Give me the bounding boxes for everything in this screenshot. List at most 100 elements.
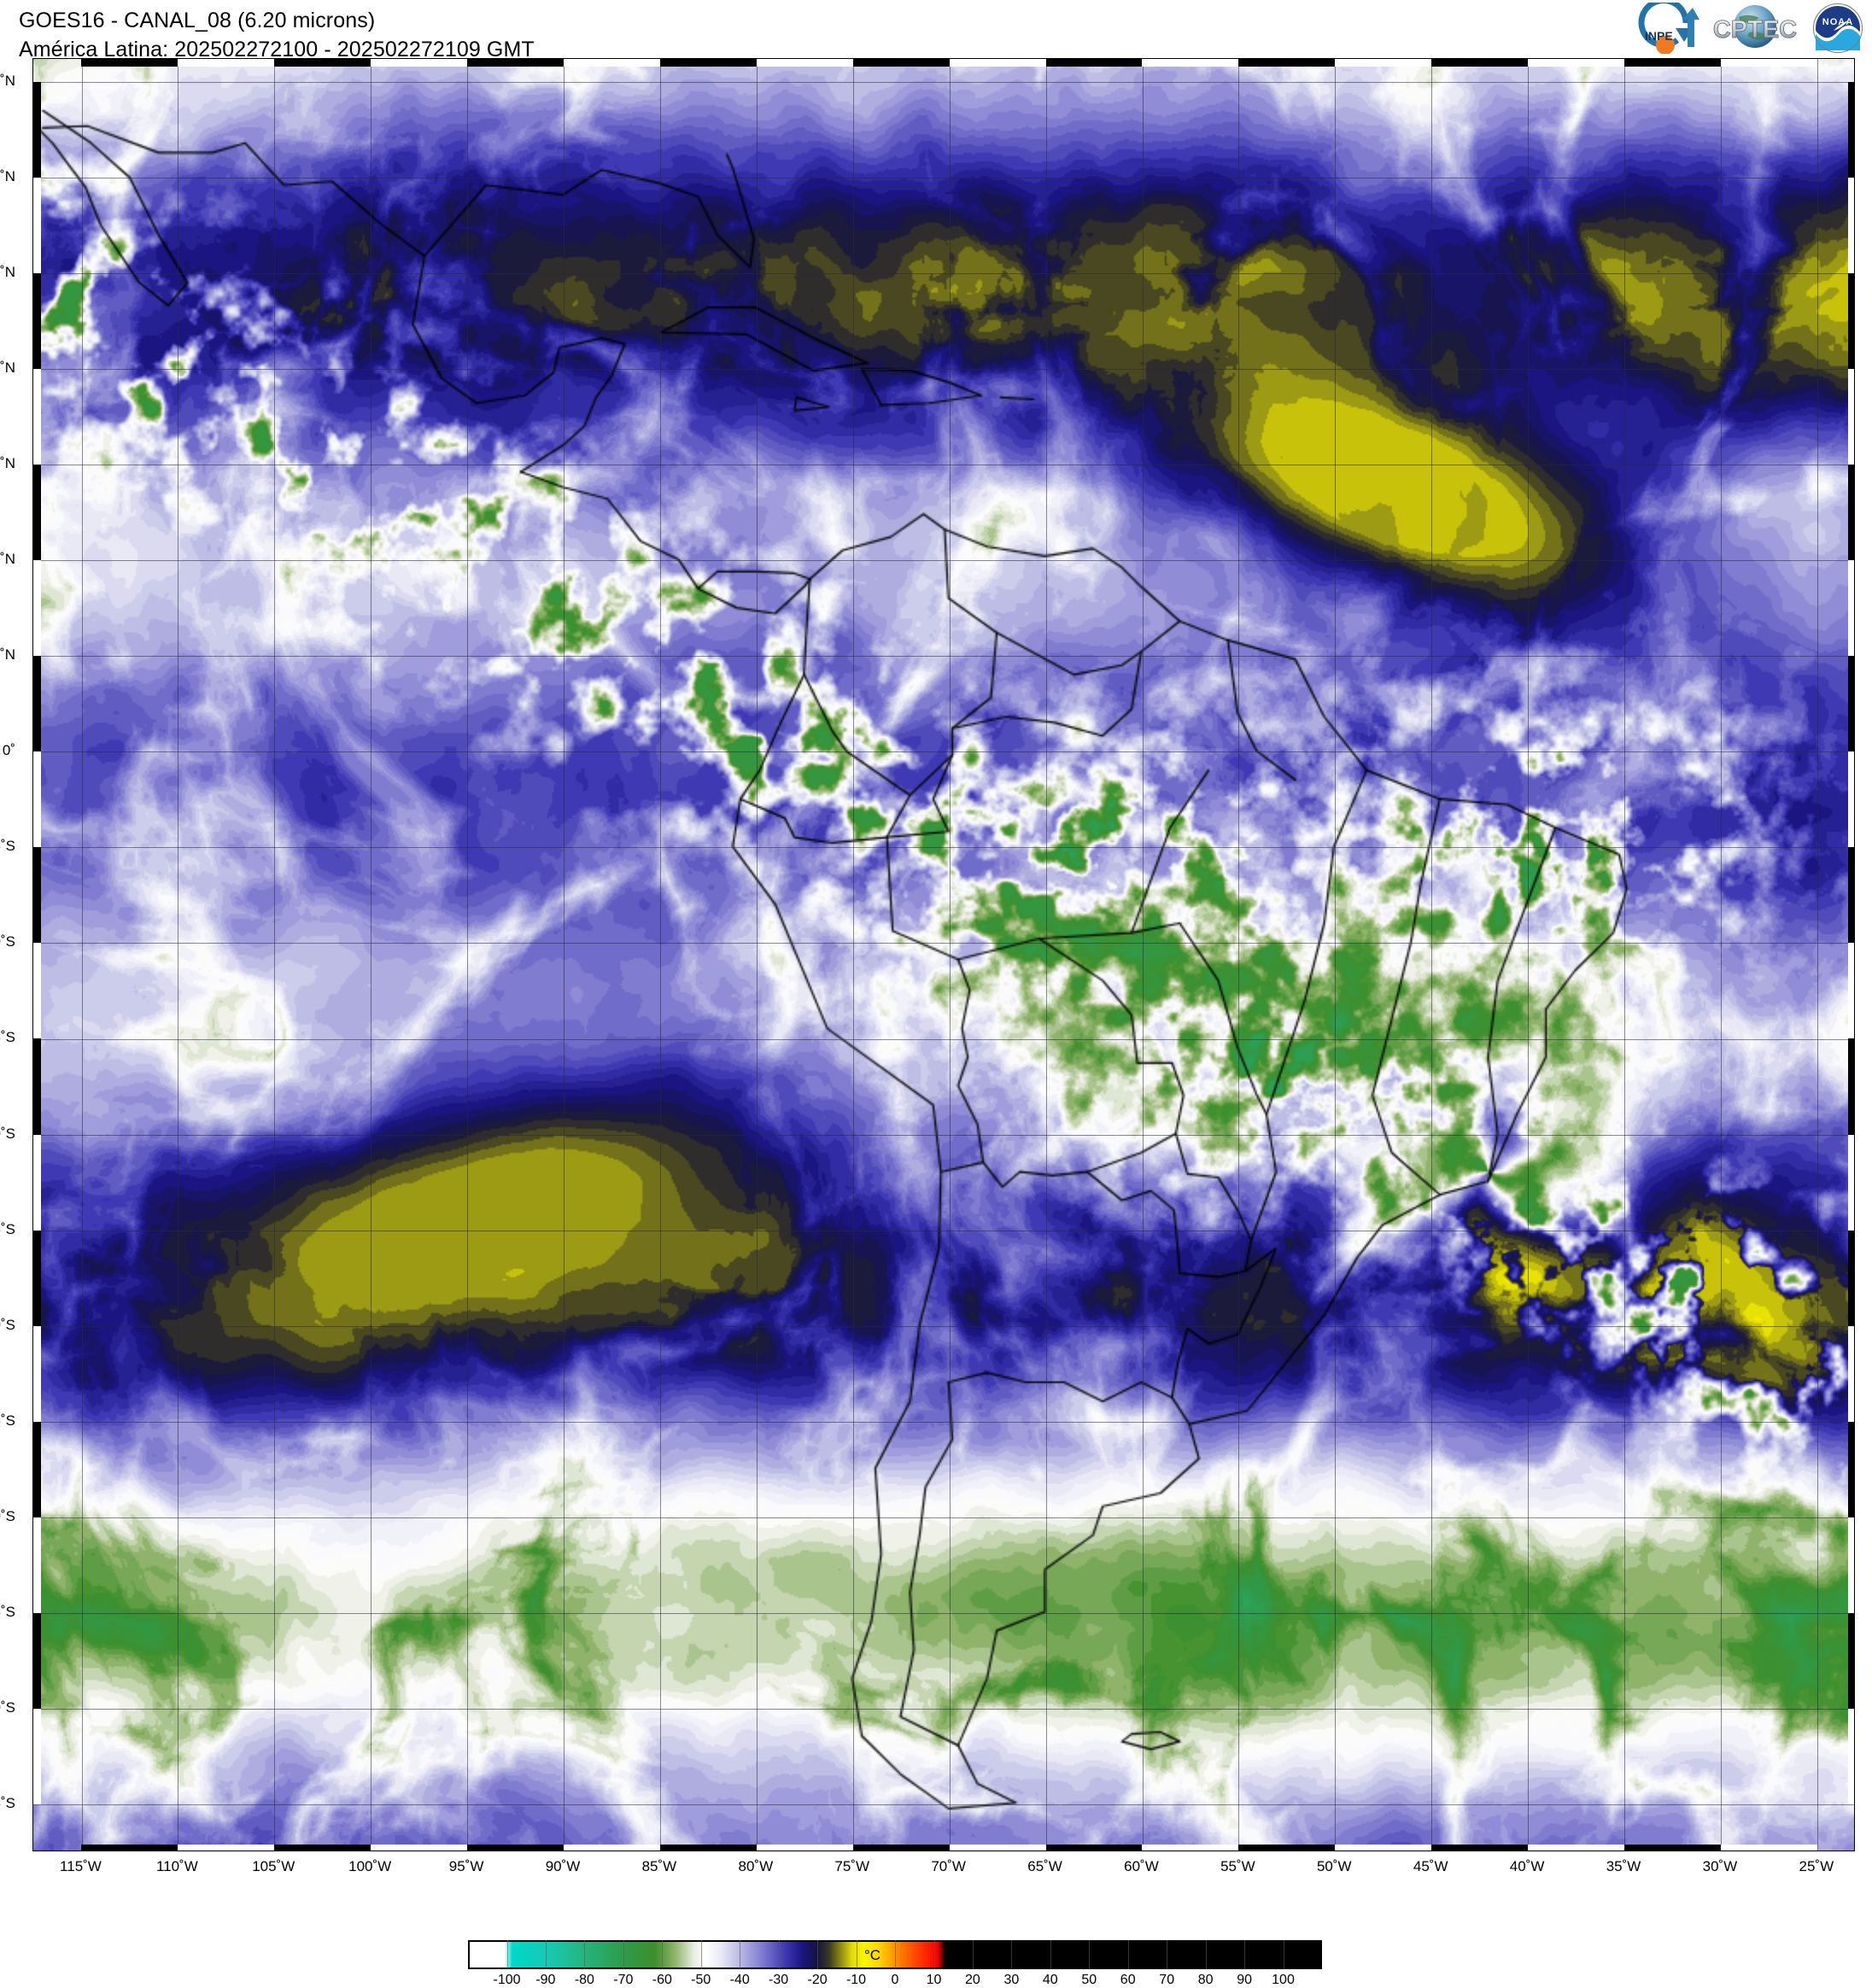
frame-band bbox=[33, 560, 41, 657]
lon-tick-115˚W: 115˚W bbox=[60, 1858, 102, 1874]
frame-band bbox=[756, 59, 853, 67]
frame-band bbox=[33, 81, 41, 178]
colorbar-label-70: 70 bbox=[1159, 1973, 1175, 1987]
frame-band bbox=[1238, 59, 1336, 67]
title-block: GOES16 - CANAL_08 (6.20 microns) América… bbox=[19, 7, 535, 65]
colorbar-label-30: 30 bbox=[1003, 1973, 1020, 1987]
lon-tick-40˚W: 40˚W bbox=[1509, 1858, 1545, 1874]
colorbar-label-90: 90 bbox=[1237, 1973, 1252, 1987]
colorbar-tickline bbox=[1050, 1940, 1051, 1969]
colorbar-label--50: -50 bbox=[691, 1973, 711, 1987]
gridline-lon-25˚W bbox=[1816, 59, 1818, 1851]
frame-band bbox=[33, 1038, 41, 1135]
frame-band bbox=[1431, 59, 1529, 67]
frame-band bbox=[1848, 943, 1854, 1039]
lon-tick-60˚W: 60˚W bbox=[1124, 1858, 1159, 1874]
lon-tick-70˚W: 70˚W bbox=[931, 1858, 966, 1874]
lat-tick-25˚S: 25˚S bbox=[0, 1220, 15, 1237]
lon-tick-100˚W: 100˚W bbox=[348, 1858, 392, 1874]
colorbar-label-100: 100 bbox=[1272, 1973, 1295, 1987]
frame-band bbox=[659, 59, 757, 67]
frame-band bbox=[1848, 273, 1854, 370]
lon-tick-55˚W: 55˚W bbox=[1220, 1858, 1255, 1874]
frame-band bbox=[1528, 1845, 1624, 1851]
lat-tick-15˚N: 15˚N bbox=[0, 455, 15, 472]
colorbar-tickline bbox=[584, 1940, 586, 1969]
frame-band bbox=[33, 847, 41, 944]
frame-band bbox=[1848, 1517, 1854, 1613]
frame-band bbox=[564, 59, 660, 67]
gridline-lat-35˚S bbox=[33, 1421, 1854, 1423]
gridline-lat-40˚S bbox=[33, 1517, 1854, 1518]
frame-band bbox=[852, 1845, 950, 1851]
frame-band bbox=[1848, 656, 1854, 752]
gridline-lat-20˚S bbox=[33, 1134, 1854, 1136]
colorbar-tickline bbox=[933, 1940, 935, 1969]
frame-band bbox=[1848, 1612, 1854, 1709]
gridline-lat-10˚S bbox=[33, 943, 1854, 944]
lat-tick-55˚S: 55˚S bbox=[0, 1794, 15, 1811]
satellite-map[interactable] bbox=[32, 58, 1855, 1851]
lon-tick-45˚W: 45˚W bbox=[1413, 1858, 1448, 1874]
colorbar-tickline bbox=[895, 1940, 896, 1969]
colorbar-tickline bbox=[1127, 1940, 1129, 1969]
colorbar-label--10: -10 bbox=[845, 1973, 867, 1987]
lat-tick-30˚N: 30˚N bbox=[0, 167, 15, 184]
frame-band bbox=[1848, 369, 1854, 465]
gridline-lat-5˚N bbox=[33, 656, 1854, 658]
colorbar-tickline bbox=[1205, 1940, 1207, 1969]
frame-band bbox=[1848, 1038, 1854, 1135]
gridline-lat-35˚N bbox=[33, 81, 1854, 83]
frame-band bbox=[1848, 1230, 1854, 1326]
lat-tick-50˚S: 50˚S bbox=[0, 1699, 15, 1716]
frame-band bbox=[1528, 59, 1624, 67]
frame-band bbox=[949, 1845, 1046, 1851]
frame-band bbox=[178, 1845, 275, 1851]
frame-band bbox=[1848, 560, 1854, 657]
noaa-logo-label: NOAA bbox=[1822, 17, 1853, 27]
lat-tick-45˚S: 45˚S bbox=[0, 1603, 15, 1620]
cptec-logo-label: CPTEC bbox=[1713, 16, 1797, 44]
gridline-lon-80˚W bbox=[756, 59, 758, 1851]
frame-band bbox=[33, 1708, 41, 1804]
gridline-lon-35˚W bbox=[1624, 59, 1625, 1851]
lon-tick-80˚W: 80˚W bbox=[738, 1858, 774, 1874]
frame-band bbox=[1720, 59, 1817, 67]
frame-band bbox=[33, 1134, 41, 1231]
frame-band bbox=[1848, 751, 1854, 848]
gridline-lat-5˚S bbox=[33, 847, 1854, 849]
gridline-lat-45˚S bbox=[33, 1612, 1854, 1614]
lon-tick-95˚W: 95˚W bbox=[448, 1858, 484, 1874]
frame-band bbox=[852, 59, 950, 67]
frame-band bbox=[1848, 1325, 1854, 1422]
gridline-lon-90˚W bbox=[564, 59, 565, 1851]
colorbar-tickline bbox=[545, 1940, 547, 1969]
frame-band bbox=[1335, 1845, 1432, 1851]
frame-band bbox=[81, 59, 178, 67]
gridline-lon-40˚W bbox=[1528, 59, 1530, 1851]
frame-band bbox=[1624, 1845, 1721, 1851]
frame-band bbox=[33, 1421, 41, 1517]
lon-tick-65˚W: 65˚W bbox=[1027, 1858, 1062, 1874]
frame-band bbox=[1624, 59, 1721, 67]
colorbar-tickline bbox=[1244, 1940, 1246, 1969]
gridline-lon-30˚W bbox=[1720, 59, 1722, 1851]
gridline-lon-70˚W bbox=[949, 59, 951, 1851]
frame-band bbox=[1848, 177, 1854, 273]
gridline-lon-55˚W bbox=[1238, 59, 1240, 1851]
frame-band bbox=[659, 1845, 757, 1851]
lon-tick-75˚W: 75˚W bbox=[834, 1858, 870, 1874]
colorbar-tickline bbox=[623, 1940, 624, 1969]
frame-band bbox=[1431, 1845, 1529, 1851]
frame-band bbox=[467, 59, 564, 67]
colorbar-container[interactable]: -100 -90 -80 -70 -60 -50 -40 -30 -20 -10 0 10 20 30 40… bbox=[468, 1940, 1322, 1987]
inpe-logo: INPE bbox=[1633, 0, 1699, 55]
frame-band bbox=[1848, 81, 1854, 178]
lon-tick-30˚W: 30˚W bbox=[1702, 1858, 1738, 1874]
lat-tick-5˚S: 5˚S bbox=[0, 838, 15, 855]
colorbar-label-20: 20 bbox=[964, 1973, 980, 1987]
gridline-lat-25˚N bbox=[33, 273, 1854, 274]
frame-band bbox=[33, 1230, 41, 1326]
gridline-lat-0˚ bbox=[33, 751, 1854, 753]
lon-tick-35˚W: 35˚W bbox=[1606, 1858, 1641, 1874]
